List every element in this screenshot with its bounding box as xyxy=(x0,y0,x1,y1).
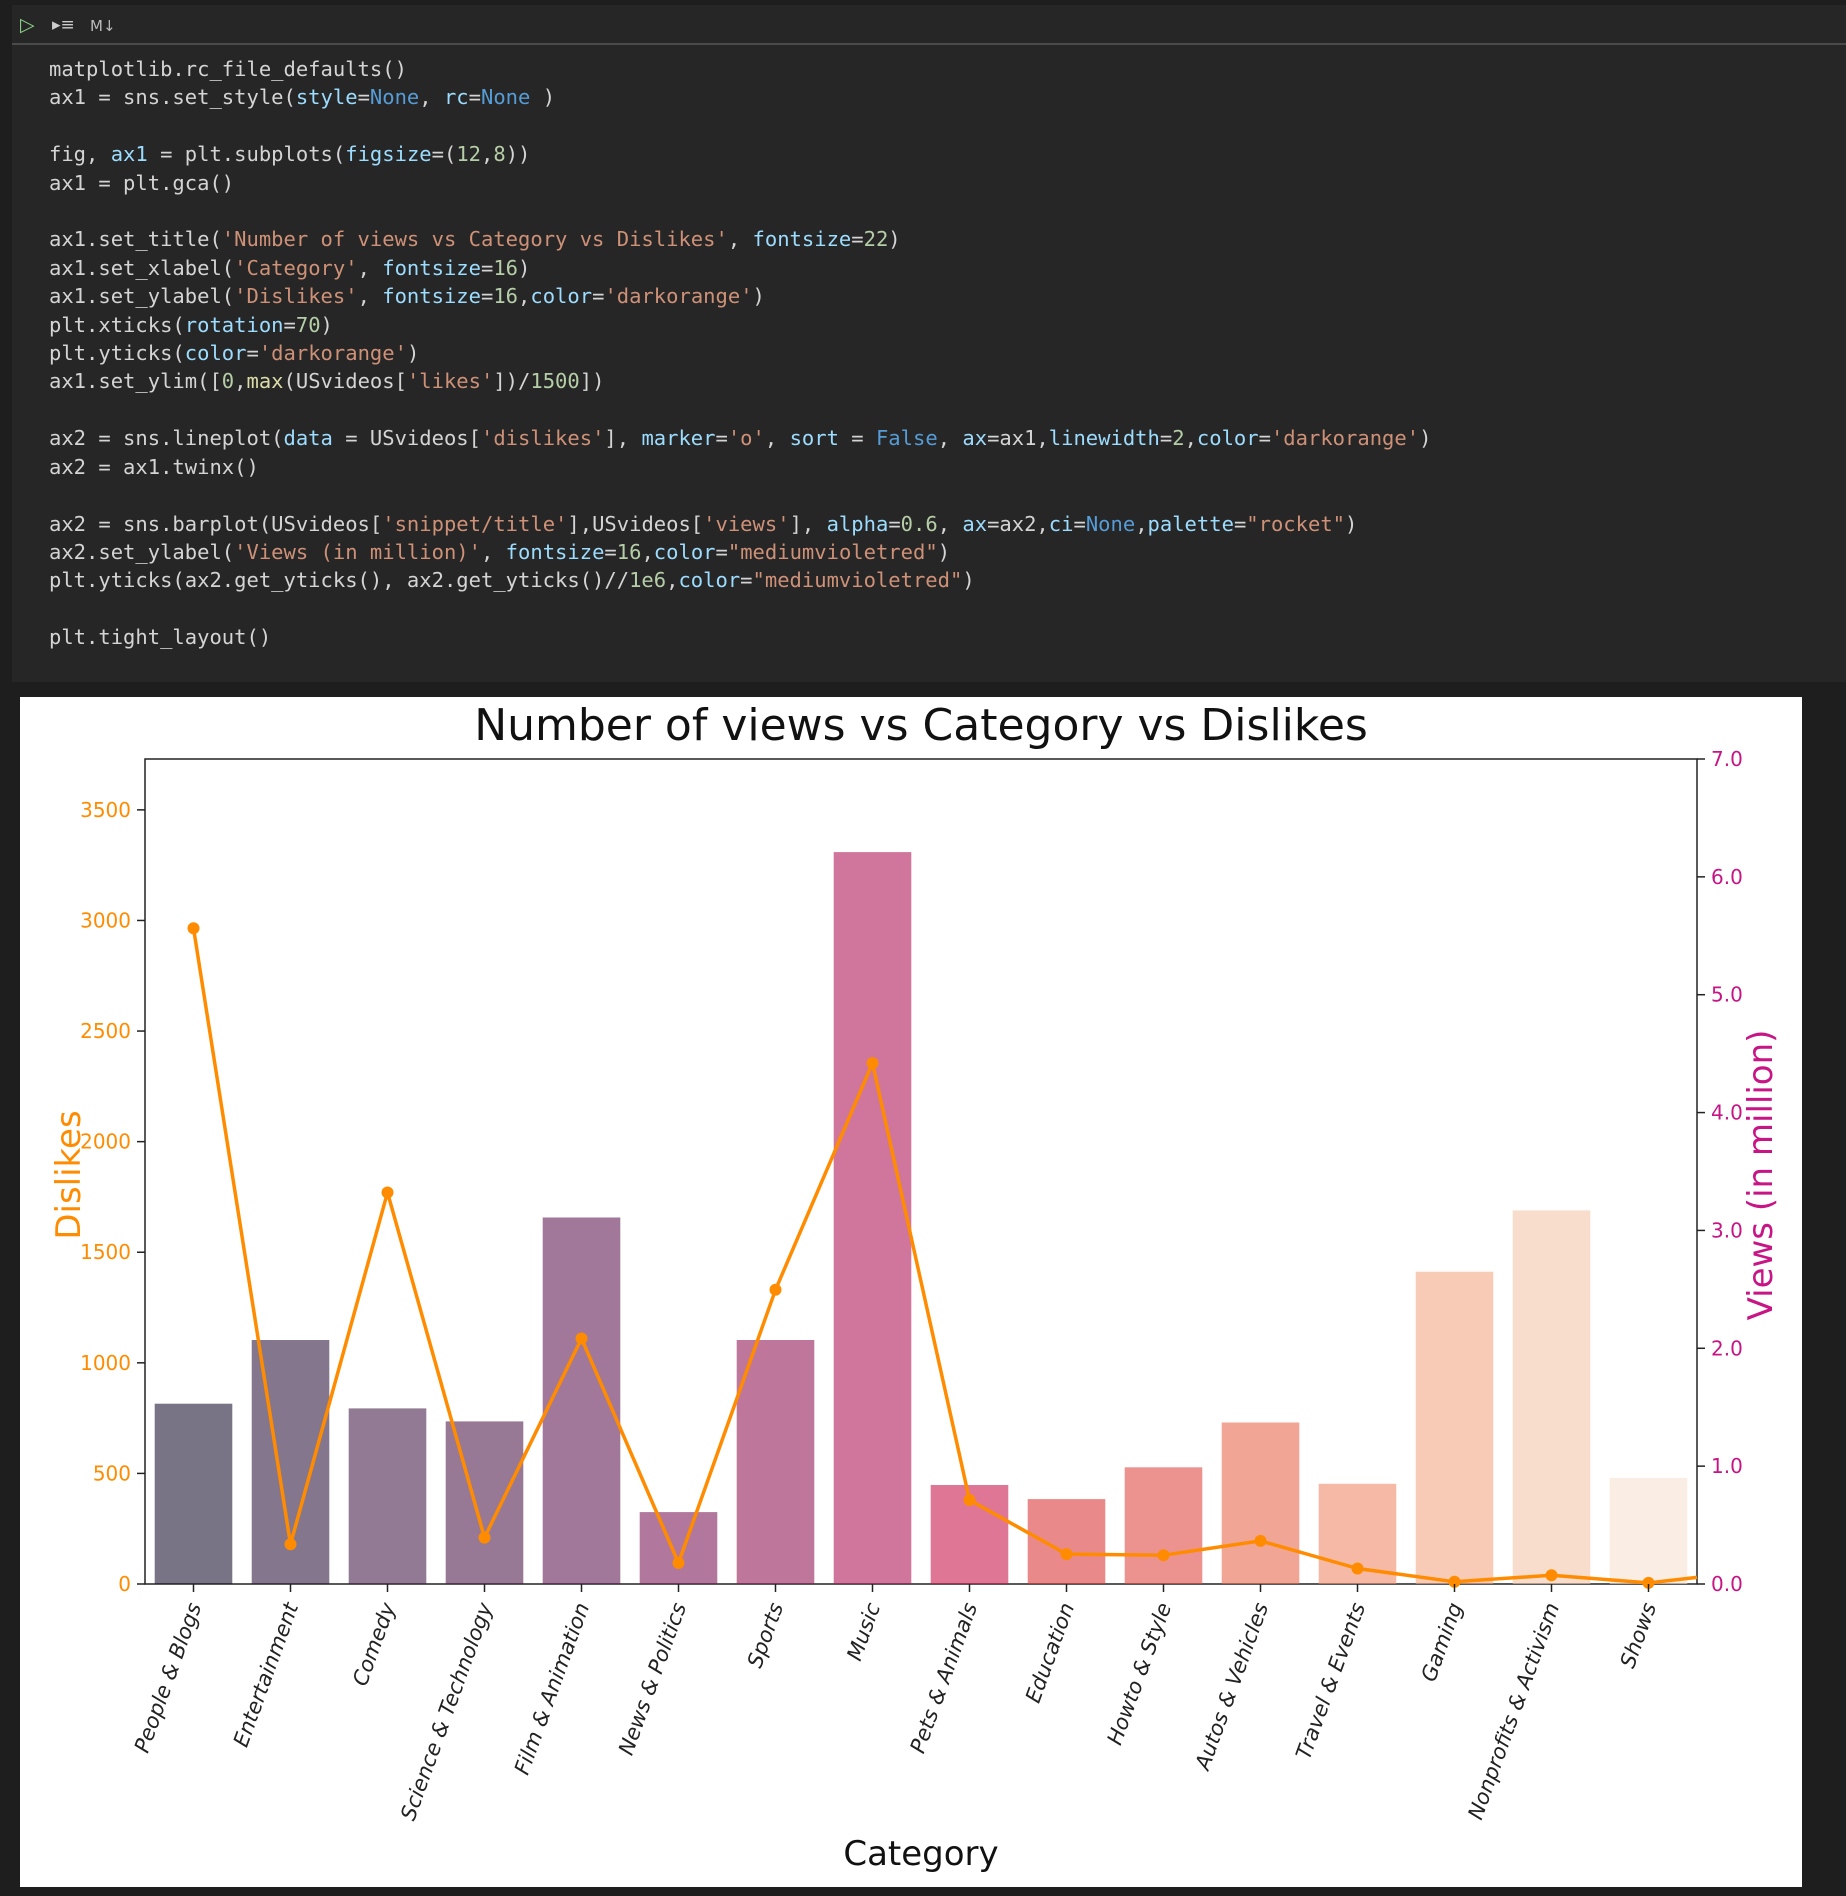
code-line: ax1.set_xlabel('Category', fontsize=16) xyxy=(49,255,531,280)
dislikes-point xyxy=(478,1531,491,1544)
notebook-code-cell[interactable]: ▷ ▸≡ M↓ matplotlib.rc_file_defaults() ax… xyxy=(12,5,1846,682)
code-line: ax2 = sns.lineplot(data = USvideos['disl… xyxy=(49,426,1432,451)
views-bar xyxy=(1609,1477,1688,1584)
x-axis-label: Category xyxy=(843,1834,998,1874)
views-bar xyxy=(1415,1271,1494,1584)
code-line: ax1.set_title('Number of views vs Catego… xyxy=(49,227,901,252)
x-tick-label: Pets & Animals xyxy=(906,1599,983,1756)
cell-output: 0 500 1000 1500 2000 2500 3000 3500 0.0 1.0 2.0 3.… xyxy=(20,697,1802,1887)
views-bar xyxy=(833,852,912,1584)
x-tick-label: Entertainment xyxy=(229,1599,304,1750)
left-tick-label: 3500 xyxy=(80,798,131,822)
x-tick-label: Film & Animation xyxy=(510,1600,594,1778)
dislikes-point xyxy=(1351,1562,1364,1575)
dislikes-point xyxy=(381,1186,394,1199)
views-bar xyxy=(736,1340,815,1584)
x-tick-label: Gaming xyxy=(1417,1600,1468,1685)
views-bar xyxy=(1221,1422,1300,1584)
left-tick-label: 1000 xyxy=(80,1351,131,1375)
dislikes-point xyxy=(575,1332,588,1345)
x-tick-label: People & Blogs xyxy=(130,1599,206,1755)
code-line: ax1 = plt.gca() xyxy=(49,170,235,195)
x-tick-label: Comedy xyxy=(348,1599,400,1689)
dislikes-point xyxy=(866,1057,879,1070)
x-tick-label: Shows xyxy=(1616,1599,1662,1671)
x-tick-label: Howto & Style xyxy=(1103,1600,1177,1749)
x-tick-label: Music xyxy=(842,1599,885,1664)
x-tick-label: Nonprofits & Activism xyxy=(1463,1600,1564,1823)
code-line: ax2.set_ylabel('Views (in million)', fon… xyxy=(49,539,951,564)
x-tick-label: Science & Technology xyxy=(396,1599,497,1824)
code-line: ax2 = ax1.twinx() xyxy=(49,454,259,479)
x-tick-label: Travel & Events xyxy=(1291,1599,1370,1762)
dislikes-point xyxy=(672,1557,685,1569)
right-tick-label: 2.0 xyxy=(1711,1336,1743,1360)
markdown-toggle-button[interactable]: M↓ xyxy=(90,17,116,35)
right-tick-label: 6.0 xyxy=(1711,865,1743,889)
code-line: fig, ax1 = plt.subplots(figsize=(12,8)) xyxy=(49,142,531,167)
code-line: ax1 = sns.set_style(style=None, rc=None … xyxy=(49,85,556,110)
x-tick-label: News & Politics xyxy=(614,1599,691,1758)
right-tick-label: 5.0 xyxy=(1711,983,1743,1007)
x-tick-label: Sports xyxy=(743,1599,789,1671)
code-editor[interactable]: matplotlib.rc_file_defaults() ax1 = sns.… xyxy=(49,55,1431,652)
left-tick-label: 2000 xyxy=(80,1130,131,1154)
left-tick-label: 1500 xyxy=(80,1240,131,1264)
code-line: ax1.set_ylabel('Dislikes', fontsize=16,c… xyxy=(49,284,765,309)
right-tick-label: 3.0 xyxy=(1711,1218,1743,1242)
plot-area xyxy=(144,758,1698,1585)
code-line: plt.tight_layout() xyxy=(49,625,272,650)
dislikes-point xyxy=(1448,1575,1461,1588)
left-tick-label: 0 xyxy=(118,1572,131,1596)
cell-toolbar: ▷ ▸≡ M↓ xyxy=(12,5,1846,45)
dislikes-point xyxy=(769,1283,782,1296)
dislikes-point xyxy=(1060,1548,1073,1561)
dislikes-point xyxy=(187,922,200,935)
x-axis: People & Blogs Entertainment ComedyScience… xyxy=(130,1584,1661,1824)
x-tick-label: Education xyxy=(1021,1600,1079,1706)
code-line: matplotlib.rc_file_defaults() xyxy=(49,57,407,81)
dislikes-point xyxy=(1642,1576,1655,1589)
run-cell-icon[interactable]: ▷ xyxy=(20,14,35,36)
chart: 0 500 1000 1500 2000 2500 3000 3500 0.0 1.0 2.0 3.… xyxy=(49,700,1781,1874)
code-line: plt.xticks(rotation=70) xyxy=(49,312,333,337)
dislikes-point xyxy=(1157,1549,1170,1562)
views-bar xyxy=(1512,1210,1591,1584)
dislikes-point xyxy=(1254,1534,1267,1547)
bar-series xyxy=(154,852,1688,1584)
dislikes-point xyxy=(1545,1569,1558,1582)
line-series xyxy=(187,922,1698,1589)
left-tick-label: 3000 xyxy=(80,908,131,932)
views-bar xyxy=(154,1403,233,1584)
views-bar xyxy=(1027,1499,1106,1584)
right-tick-label: 1.0 xyxy=(1711,1454,1743,1478)
code-line: ax1.set_ylim([0,max(USvideos['likes'])/1… xyxy=(49,369,605,394)
left-tick-label: 2500 xyxy=(80,1019,131,1043)
right-y-axis-label: Views (in million) xyxy=(1741,1030,1781,1321)
code-line: plt.yticks(ax2.get_yticks(), ax2.get_yti… xyxy=(49,568,975,593)
right-tick-label: 0.0 xyxy=(1711,1572,1743,1596)
dislikes-point xyxy=(963,1494,976,1506)
x-tick-label: Autos & Vehicles xyxy=(1190,1599,1273,1774)
left-tick-label: 500 xyxy=(93,1461,131,1485)
views-bar xyxy=(348,1408,427,1584)
right-tick-label: 4.0 xyxy=(1711,1101,1743,1125)
code-line: ax2 = sns.barplot(USvideos['snippet/titl… xyxy=(49,511,1358,536)
left-y-axis-label: Dislikes xyxy=(49,1110,89,1239)
chart-title: Number of views vs Category vs Dislikes xyxy=(474,700,1368,751)
left-y-axis: 0 500 1000 1500 2000 2500 3000 3500 xyxy=(80,798,145,1596)
right-y-axis: 0.0 1.0 2.0 3.0 4.0 5.0 6.0 7.0 xyxy=(1697,747,1743,1596)
dislikes-point xyxy=(284,1538,297,1551)
code-line: plt.yticks(color='darkorange') xyxy=(49,341,420,366)
views-bar xyxy=(639,1512,718,1584)
right-tick-label: 7.0 xyxy=(1711,747,1743,771)
views-bar xyxy=(1124,1467,1203,1584)
run-below-icon[interactable]: ▸≡ xyxy=(52,15,75,35)
